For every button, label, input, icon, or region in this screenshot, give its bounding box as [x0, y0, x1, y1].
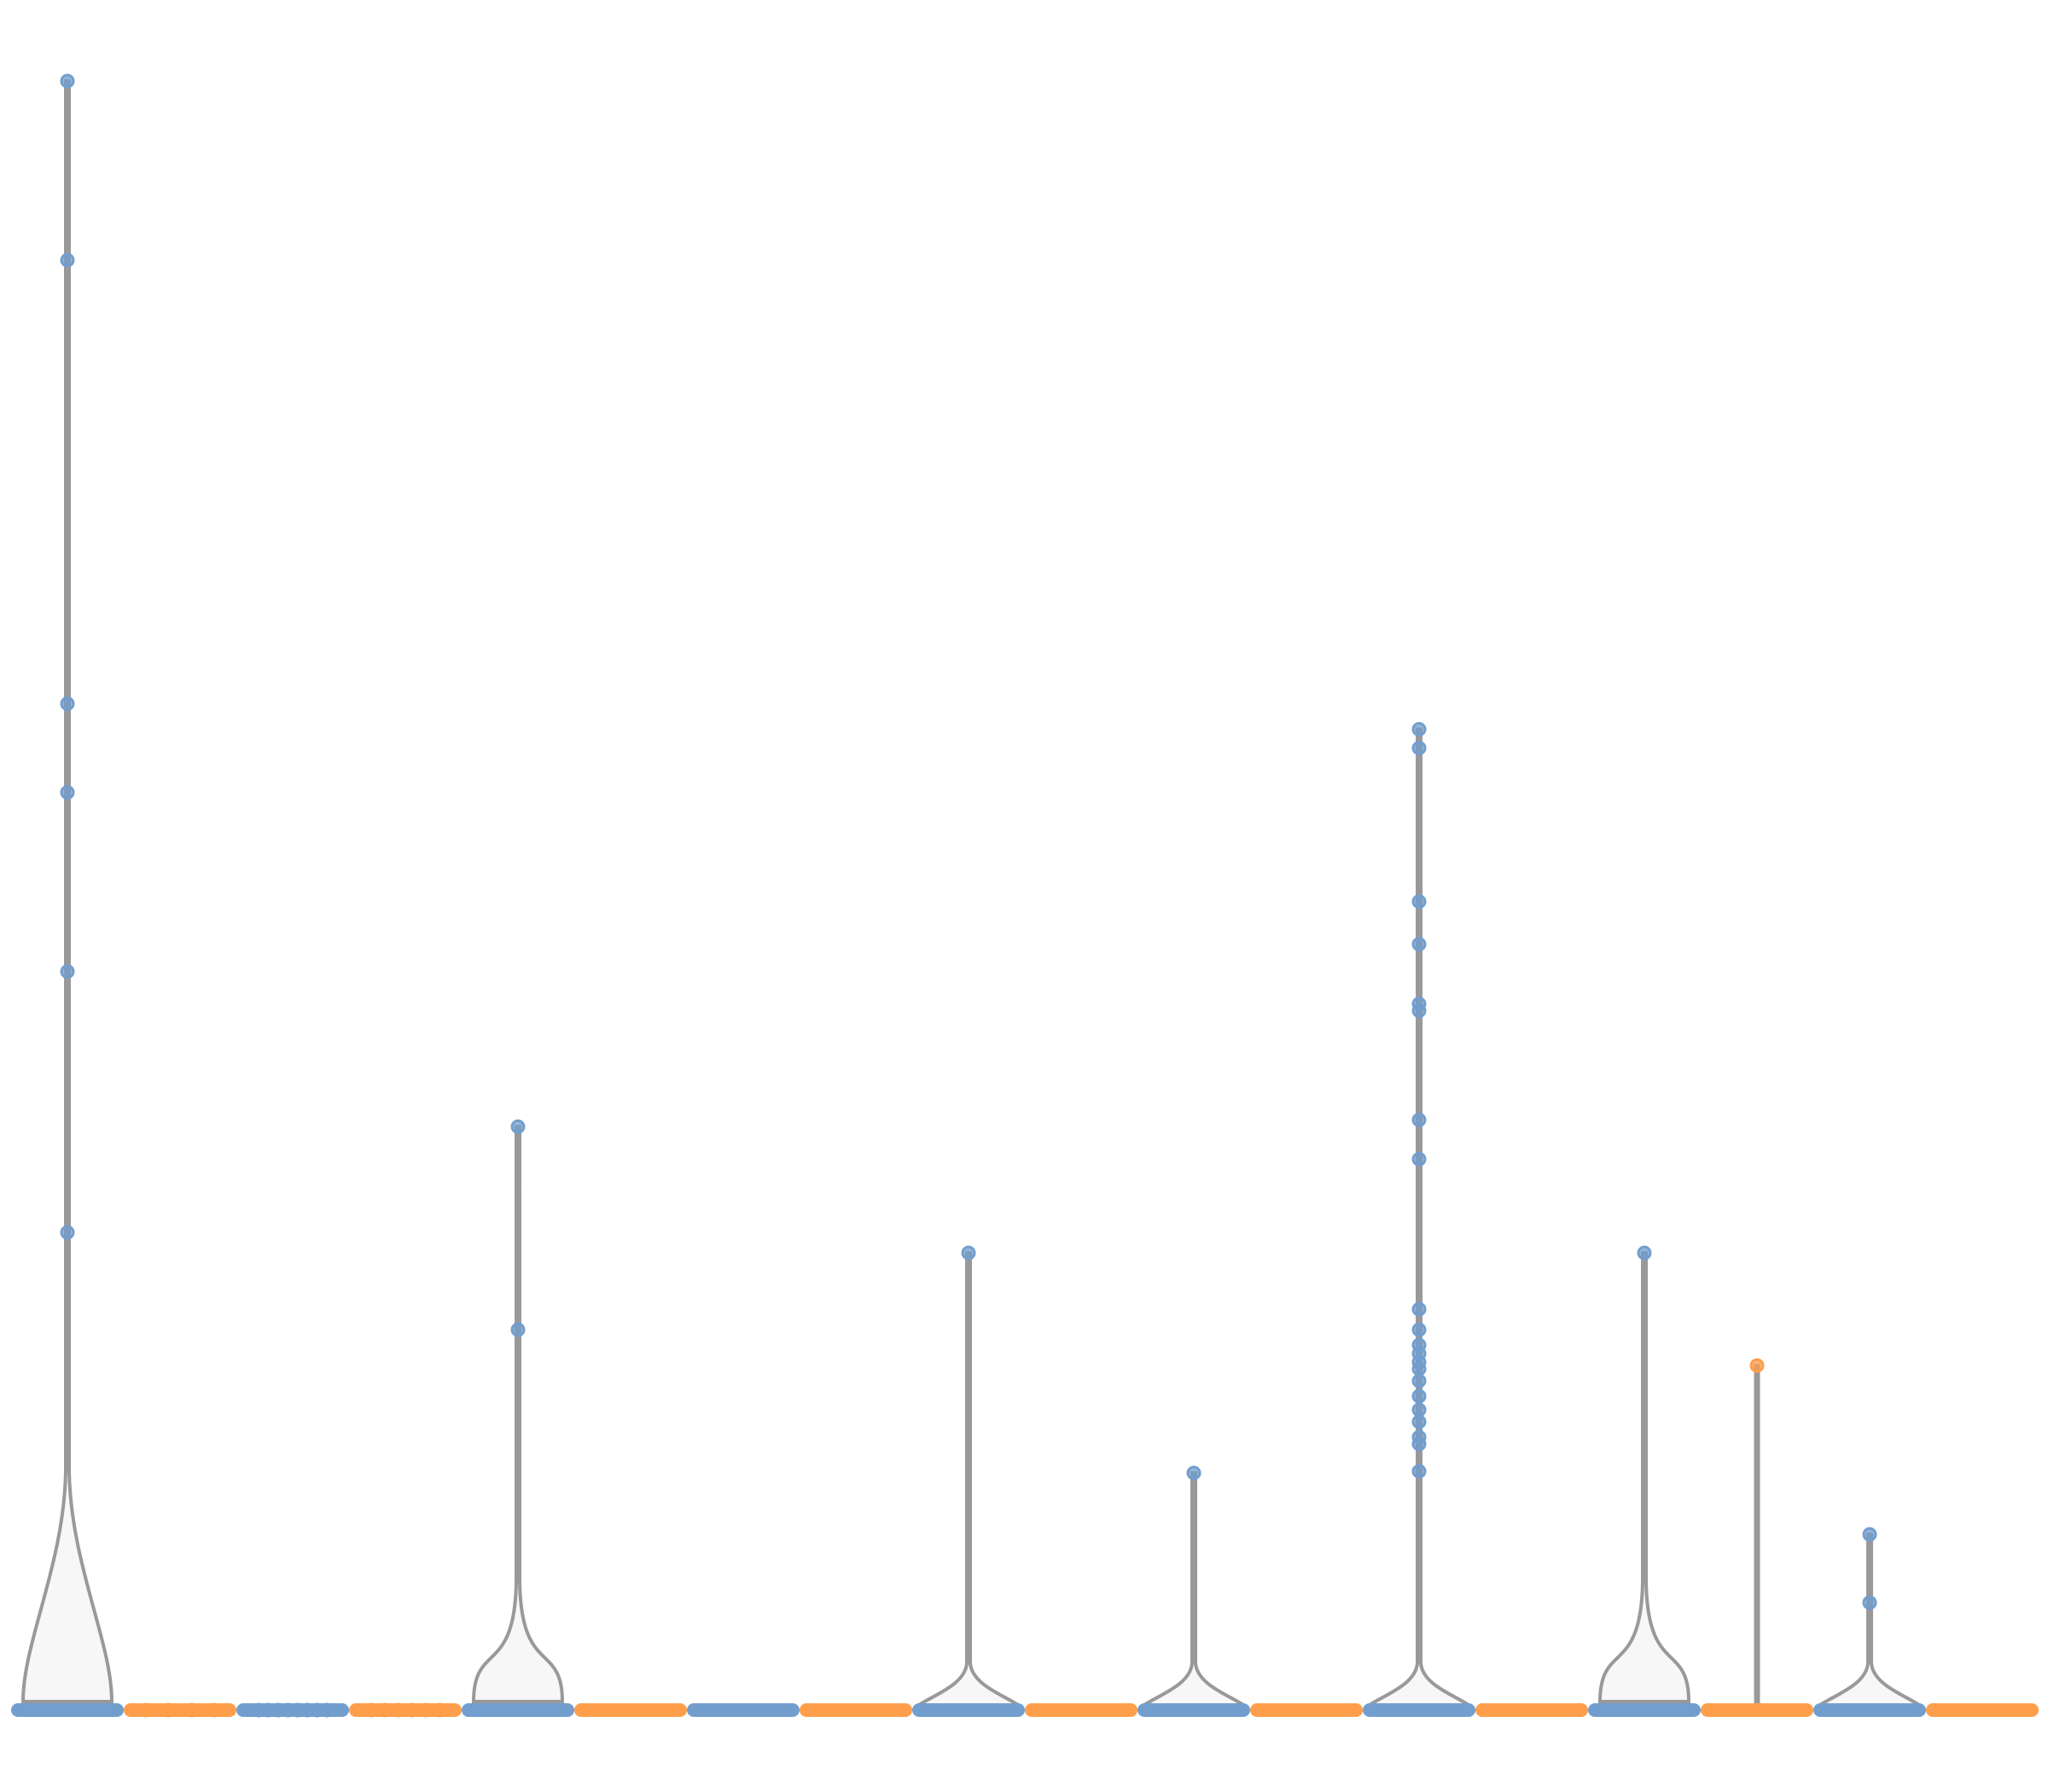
data-point [1411, 1112, 1427, 1127]
data-point [60, 1225, 75, 1240]
violin-group-5 [462, 1119, 574, 1717]
data-point [161, 1702, 177, 1718]
data-point [1411, 1388, 1427, 1404]
data-point [1637, 1245, 1652, 1260]
violin-group-17 [1813, 1527, 1926, 1717]
data-point [60, 73, 75, 89]
data-point [418, 1702, 433, 1718]
data-point [138, 1702, 154, 1718]
violin-group-1 [11, 73, 124, 1717]
violin-body [1364, 727, 1475, 1707]
data-point [1411, 741, 1427, 756]
data-point [1411, 1003, 1427, 1018]
data-point [183, 1702, 199, 1718]
data-point [1411, 1402, 1427, 1417]
violin-body [1814, 1533, 1925, 1707]
violin-body [1138, 1471, 1249, 1707]
violin-body [1597, 1251, 1691, 1703]
violin-body [1754, 1364, 1760, 1707]
data-point [1411, 1361, 1427, 1376]
data-point [1411, 1151, 1427, 1167]
data-point [60, 963, 75, 979]
violin-group-13 [1363, 722, 1475, 1717]
data-point [391, 1702, 406, 1718]
data-point [319, 1702, 335, 1718]
data-point [1411, 1463, 1427, 1479]
data-point [1411, 1414, 1427, 1429]
violin-group-9 [912, 1245, 1025, 1717]
data-point [1411, 893, 1427, 909]
violin-group-15 [1588, 1245, 1701, 1717]
violin-group-2 [124, 1702, 236, 1718]
data-point [1186, 1465, 1201, 1481]
violin-body [471, 1125, 565, 1703]
data-point [60, 785, 75, 800]
violin-group-11 [1137, 1465, 1250, 1717]
data-point [432, 1702, 447, 1718]
data-point [1862, 1595, 1877, 1610]
data-point [510, 1119, 526, 1134]
data-point [1749, 1358, 1765, 1373]
violin-group-4 [349, 1702, 462, 1718]
data-point [364, 1702, 379, 1718]
violin-body [913, 1251, 1024, 1707]
data-point [377, 1702, 393, 1718]
data-point [1411, 1436, 1427, 1452]
data-point [1862, 1527, 1877, 1542]
data-point [510, 1322, 526, 1337]
data-point [60, 696, 75, 712]
violin-group-3 [236, 1702, 349, 1718]
data-point [1411, 722, 1427, 737]
data-point [961, 1245, 976, 1260]
data-point [1411, 1373, 1427, 1388]
data-point [404, 1702, 420, 1718]
data-point [1411, 936, 1427, 951]
data-point [207, 1702, 222, 1718]
data-point [1411, 1301, 1427, 1317]
data-point [60, 253, 75, 268]
data-point [1411, 1322, 1427, 1337]
violin-body [20, 79, 114, 1703]
violin-group-16 [1701, 1358, 1813, 1717]
